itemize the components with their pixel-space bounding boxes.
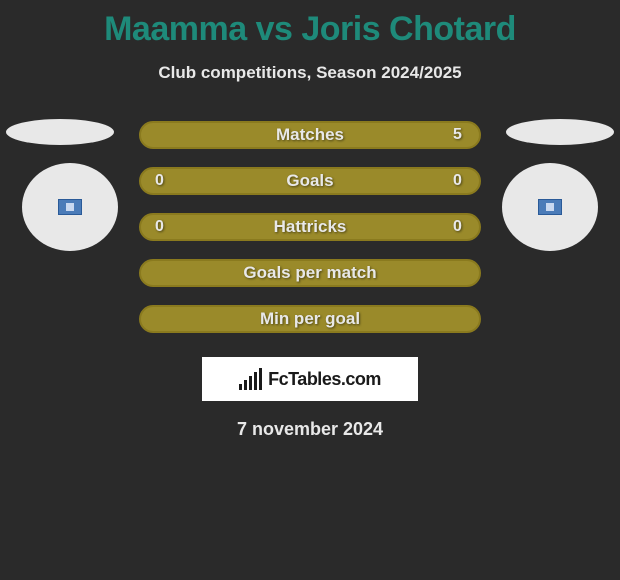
player-right-ellipse [506,119,614,145]
page-title: Maamma vs Joris Chotard [0,0,620,49]
stat-row-hattricks: 0 Hattricks 0 [139,213,481,241]
stat-row-matches: Matches 5 [139,121,481,149]
subtitle: Club competitions, Season 2024/2025 [0,63,620,83]
stat-label: Hattricks [274,217,347,237]
stat-left-value: 0 [155,172,167,190]
player-left-badge-circle [22,163,118,251]
stat-label: Goals per match [243,263,376,283]
club-badge-left-icon [58,199,82,215]
stat-row-goals: 0 Goals 0 [139,167,481,195]
bar-chart-icon [239,368,262,390]
stat-label: Goals [286,171,333,191]
comparison-panel: Matches 5 0 Goals 0 0 Hattricks 0 Goals … [0,121,620,440]
logo-text: FcTables.com [268,369,381,390]
stat-row-min-per-goal: Min per goal [139,305,481,333]
stat-rows: Matches 5 0 Goals 0 0 Hattricks 0 Goals … [139,121,481,333]
stat-row-goals-per-match: Goals per match [139,259,481,287]
player-right-badge-circle [502,163,598,251]
player-left-ellipse [6,119,114,145]
stat-right-value: 5 [453,126,465,144]
date-label: 7 november 2024 [0,419,620,440]
stat-label: Matches [276,125,344,145]
source-logo: FcTables.com [202,357,418,401]
stat-label: Min per goal [260,309,360,329]
club-badge-right-icon [538,199,562,215]
stat-left-value: 0 [155,218,167,236]
stat-right-value: 0 [453,172,465,190]
stat-right-value: 0 [453,218,465,236]
